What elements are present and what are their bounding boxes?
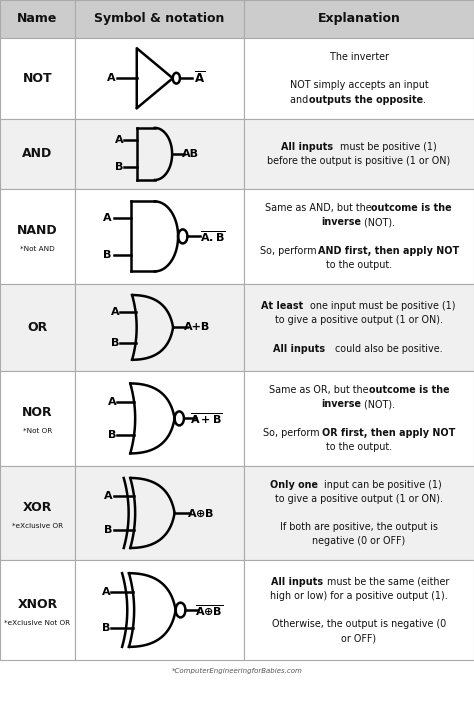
- Text: A: A: [108, 397, 117, 407]
- Text: OR: OR: [27, 321, 47, 334]
- Text: inverse: inverse: [322, 399, 362, 410]
- Text: (NOT).: (NOT).: [362, 399, 396, 410]
- Bar: [0, 0, 75, 38]
- Bar: [75, 0, 244, 38]
- Bar: [0, 38, 75, 119]
- Text: *Not OR: *Not OR: [23, 428, 52, 434]
- Text: $\mathbf{\overline{A.B}}$: $\mathbf{\overline{A.B}}$: [201, 229, 226, 244]
- Text: must be positive (1): must be positive (1): [337, 141, 437, 152]
- Text: Same as OR, but the: Same as OR, but the: [269, 385, 372, 395]
- Bar: [244, 0, 474, 38]
- Text: XOR: XOR: [23, 501, 52, 514]
- Text: A+B: A+B: [184, 322, 210, 333]
- Text: All inputs: All inputs: [273, 343, 325, 354]
- Bar: [244, 38, 474, 119]
- Bar: [0, 284, 75, 371]
- Text: AND: AND: [22, 147, 53, 161]
- Text: Same as AND, but the: Same as AND, but the: [265, 203, 375, 213]
- Bar: [0, 189, 75, 284]
- Text: NAND: NAND: [17, 224, 58, 237]
- Text: NOT simply accepts an input: NOT simply accepts an input: [290, 80, 428, 90]
- Text: AB: AB: [182, 149, 200, 159]
- Text: (NOT).: (NOT).: [362, 217, 396, 228]
- Text: $\mathbf{\overline{A}}$: $\mathbf{\overline{A}}$: [194, 70, 206, 86]
- Text: *ComputerEngineeringforBabies.com: *ComputerEngineeringforBabies.com: [172, 668, 302, 675]
- Text: B: B: [103, 250, 111, 260]
- Text: NOR: NOR: [22, 406, 53, 419]
- Text: So, perform: So, perform: [263, 427, 322, 438]
- Text: A: A: [103, 213, 111, 223]
- Bar: [0, 371, 75, 466]
- Text: $\mathbf{\overline{A{\oplus}B}}$: $\mathbf{\overline{A{\oplus}B}}$: [195, 603, 224, 617]
- Text: to the output.: to the output.: [326, 260, 392, 270]
- Text: and: and: [291, 95, 311, 105]
- Bar: [75, 284, 244, 371]
- Bar: [75, 466, 244, 560]
- Text: high or low) for a positive output (1).: high or low) for a positive output (1).: [270, 591, 448, 601]
- Text: before the output is positive (1 or ON): before the output is positive (1 or ON): [267, 156, 451, 166]
- Text: negative (0 or OFF): negative (0 or OFF): [312, 536, 406, 547]
- Text: B: B: [111, 338, 120, 348]
- Text: one input must be positive (1): one input must be positive (1): [307, 301, 456, 311]
- Text: All inputs: All inputs: [281, 141, 333, 152]
- Text: to the output.: to the output.: [326, 442, 392, 452]
- Bar: [0, 560, 75, 660]
- Text: input can be positive (1): input can be positive (1): [321, 479, 442, 490]
- Text: A: A: [111, 307, 120, 317]
- Text: A: A: [115, 135, 124, 145]
- Text: could also be positive.: could also be positive.: [331, 343, 442, 354]
- Bar: [244, 371, 474, 466]
- Text: outcome is the: outcome is the: [371, 203, 452, 213]
- Text: must be the same (either: must be the same (either: [324, 577, 449, 587]
- Bar: [0, 119, 75, 189]
- Text: So, perform: So, perform: [260, 245, 319, 256]
- Text: .: .: [423, 95, 426, 105]
- Text: A: A: [104, 491, 113, 501]
- Text: AND first, then apply NOT: AND first, then apply NOT: [319, 245, 460, 256]
- Text: B: B: [115, 163, 123, 173]
- Text: to give a positive output (1 or ON).: to give a positive output (1 or ON).: [275, 493, 443, 504]
- Text: outcome is the: outcome is the: [369, 385, 449, 395]
- Text: inverse: inverse: [322, 217, 362, 228]
- Text: Explanation: Explanation: [318, 12, 401, 26]
- Text: outputs the opposite: outputs the opposite: [310, 95, 424, 105]
- Bar: [244, 119, 474, 189]
- Text: $\mathbf{\overline{A+B}}$: $\mathbf{\overline{A+B}}$: [191, 411, 223, 426]
- Bar: [75, 119, 244, 189]
- Text: OR first, then apply NOT: OR first, then apply NOT: [322, 427, 456, 438]
- Bar: [75, 38, 244, 119]
- Text: or OFF): or OFF): [341, 634, 377, 643]
- Text: A: A: [101, 587, 110, 597]
- Text: Only one: Only one: [270, 479, 318, 490]
- Bar: [75, 189, 244, 284]
- Bar: [244, 560, 474, 660]
- Text: A: A: [107, 73, 115, 83]
- Bar: [244, 284, 474, 371]
- Text: The inverter: The inverter: [329, 52, 389, 62]
- Text: If both are positive, the output is: If both are positive, the output is: [280, 522, 438, 533]
- Bar: [244, 189, 474, 284]
- Text: All inputs: All inputs: [271, 577, 323, 587]
- Text: Symbol & notation: Symbol & notation: [94, 12, 225, 26]
- Bar: [0, 466, 75, 560]
- Text: to give a positive output (1 or ON).: to give a positive output (1 or ON).: [275, 315, 443, 326]
- Bar: [75, 371, 244, 466]
- Text: B: B: [102, 623, 110, 633]
- Text: *Not AND: *Not AND: [20, 246, 55, 252]
- Text: Name: Name: [17, 12, 58, 26]
- Bar: [75, 560, 244, 660]
- Text: NOT: NOT: [23, 72, 52, 85]
- Text: *eXclusive OR: *eXclusive OR: [12, 523, 63, 529]
- Text: XNOR: XNOR: [18, 598, 57, 611]
- Text: Otherwise, the output is negative (0: Otherwise, the output is negative (0: [272, 619, 446, 629]
- Text: At least: At least: [261, 301, 303, 311]
- Bar: [244, 466, 474, 560]
- Text: B: B: [104, 525, 112, 535]
- Text: *eXclusive Not OR: *eXclusive Not OR: [4, 620, 71, 626]
- Text: A$\mathbf{\oplus}$B: A$\mathbf{\oplus}$B: [187, 508, 215, 518]
- Text: B: B: [108, 430, 117, 440]
